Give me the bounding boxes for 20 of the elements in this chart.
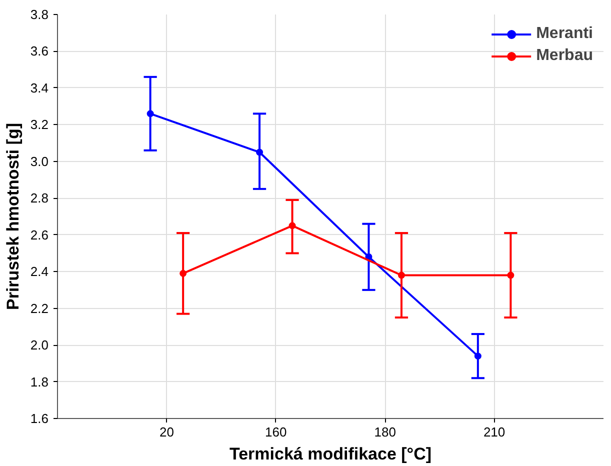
x-tick-label: 210 bbox=[483, 424, 506, 440]
y-tick-label: 1.8 bbox=[30, 374, 49, 390]
legend-label: Meranti bbox=[536, 25, 593, 43]
y-tick-label: 1.6 bbox=[30, 411, 49, 426]
y-tick-label: 3.4 bbox=[30, 80, 49, 96]
legend-label: Merbau bbox=[536, 47, 593, 65]
y-tick-label: 3.6 bbox=[30, 44, 49, 59]
y-tick-label: 2.2 bbox=[30, 300, 49, 316]
x-tick-label: 160 bbox=[265, 424, 287, 440]
x-tick-label: 20 bbox=[159, 424, 174, 440]
x-axis-title: Termická modifikace [°C] bbox=[229, 444, 432, 464]
y-tick-label: 2.0 bbox=[30, 338, 49, 353]
y-tick-label: 2.8 bbox=[30, 190, 49, 206]
y-tick-label: 3.0 bbox=[30, 154, 49, 169]
y-tick-label: 2.6 bbox=[30, 227, 49, 242]
y-tick-label: 3.8 bbox=[30, 7, 49, 22]
y-tick-label: 3.2 bbox=[30, 117, 49, 132]
y-tick-label: 2.4 bbox=[30, 264, 49, 280]
y-axis-title: Prirustek hmotnosti [g] bbox=[3, 122, 22, 310]
x-tick-label: 180 bbox=[374, 424, 396, 440]
